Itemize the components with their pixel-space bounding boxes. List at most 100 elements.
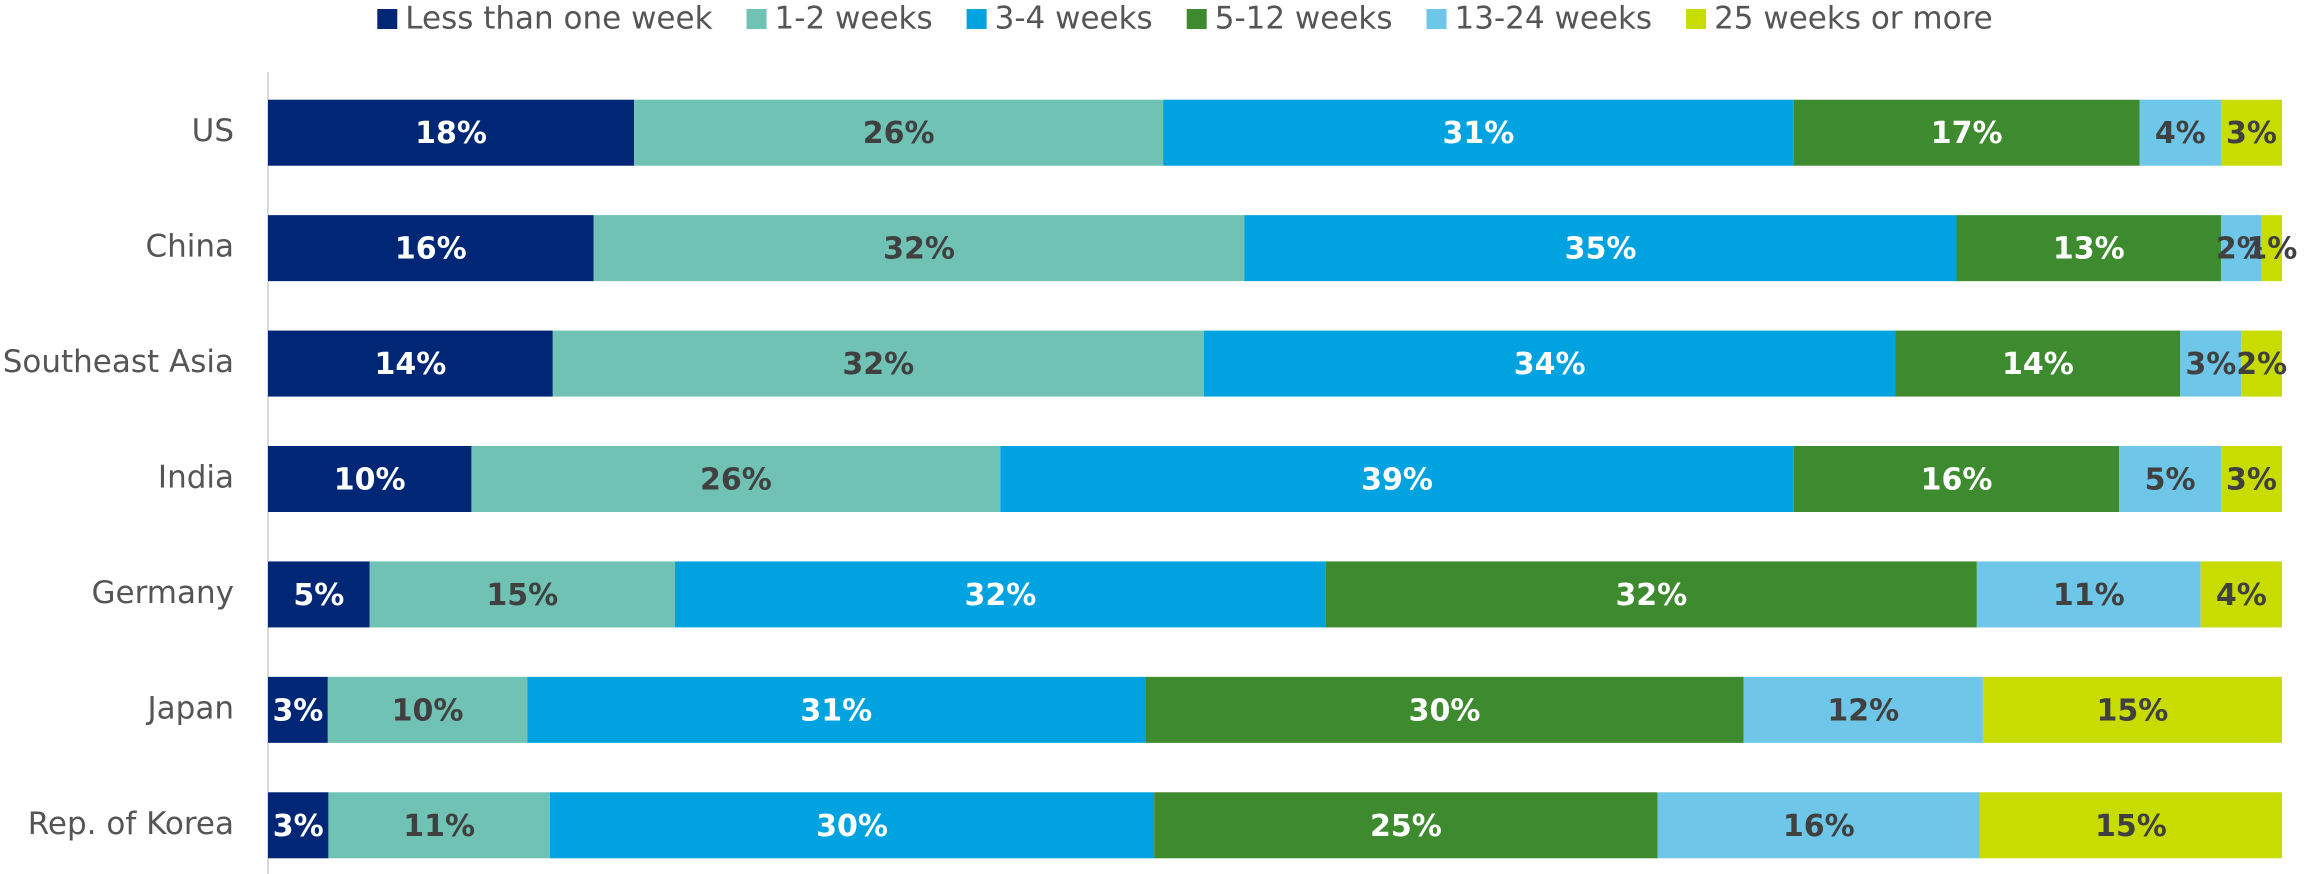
bar-segment (1145, 676, 1744, 743)
value-label: 39% (1361, 463, 1433, 498)
category-label: Southeast Asia (3, 344, 234, 380)
bar-segment (2261, 215, 2282, 282)
bar-segment (471, 446, 1001, 512)
bar-segment (1982, 676, 2282, 743)
value-label: 26% (700, 463, 772, 498)
legend-swatch (966, 9, 987, 29)
value-label: 1% (2246, 232, 2297, 267)
bar-segment (1154, 792, 1658, 859)
value-label: 5% (2145, 463, 2196, 498)
value-label: 25% (1370, 809, 1442, 844)
legend-swatch (1426, 9, 1447, 29)
bar-segment (2200, 561, 2282, 628)
value-label: 18% (415, 116, 487, 151)
value-label: 35% (1565, 232, 1637, 267)
bar-segment (2220, 99, 2282, 166)
bar-segment (1203, 330, 1896, 397)
value-label: 3% (2226, 116, 2277, 151)
value-label: 11% (2053, 578, 2125, 613)
bar-segment (1000, 446, 1794, 512)
bar-segment (268, 330, 553, 397)
value-label: 10% (334, 463, 406, 498)
bar-segment (268, 676, 328, 743)
category-label: Japan (146, 690, 234, 726)
value-label: 31% (800, 693, 872, 728)
value-label: 34% (1514, 347, 1586, 382)
value-label: 10% (392, 693, 464, 728)
value-label: 16% (1921, 463, 1993, 498)
legend-label: 1-2 weeks (775, 1, 933, 37)
bar-segment (1976, 561, 2201, 628)
legend-swatch (377, 9, 398, 29)
bar-segment (268, 561, 370, 628)
legend-label: 5-12 weeks (1215, 1, 1393, 37)
bar-segment (268, 99, 635, 166)
value-label: 26% (863, 116, 935, 151)
legend-swatch (1186, 9, 1207, 29)
value-label: 3% (2226, 463, 2277, 498)
value-label: 3% (2185, 347, 2236, 382)
bar-segment (1244, 215, 1957, 282)
bar-segment (549, 792, 1155, 859)
category-label: Rep. of Korea (28, 806, 234, 842)
value-label: 11% (403, 809, 475, 844)
bar-segment (1793, 446, 2120, 512)
bar-segment (1956, 215, 2221, 282)
bar-segment (268, 215, 594, 282)
bar-segment (1657, 792, 1980, 859)
value-label: 32% (883, 232, 955, 267)
category-label: US (192, 113, 234, 149)
value-label: 31% (1443, 116, 1515, 151)
bar-segment (1979, 792, 2282, 859)
bar-segment (268, 446, 472, 512)
bar-segment (2180, 330, 2242, 397)
bar-segment (634, 99, 1164, 166)
bar-segment (2220, 215, 2262, 282)
bar-segment (1325, 561, 1977, 628)
value-label: 17% (1931, 116, 2003, 151)
bar-segment (328, 792, 550, 859)
bar-segment (527, 676, 1146, 743)
value-label: 16% (395, 232, 467, 267)
value-label: 30% (816, 809, 888, 844)
bar-segment (327, 676, 528, 743)
bar-segment (674, 561, 1326, 628)
bar-segment (2119, 446, 2221, 512)
bar-segment (1793, 99, 2140, 166)
legend-label: Less than one week (405, 1, 712, 37)
legend-label: 25 weeks or more (1714, 1, 1993, 37)
bar-segment (593, 215, 1245, 282)
value-label: 14% (2002, 347, 2074, 382)
bar-segment (2139, 99, 2221, 166)
value-label: 12% (1827, 693, 1899, 728)
bar-segment (268, 792, 329, 859)
legend-label: 3-4 weeks (995, 1, 1153, 37)
value-label: 32% (842, 347, 914, 382)
legend-swatch (1686, 9, 1707, 29)
value-label: 32% (964, 578, 1036, 613)
value-label: 32% (1615, 578, 1687, 613)
bar-segment (1895, 330, 2181, 397)
value-label: 30% (1409, 693, 1481, 728)
legend-swatch (746, 9, 767, 29)
value-label: 15% (486, 578, 558, 613)
value-label: 3% (273, 809, 324, 844)
value-label: 5% (293, 578, 344, 613)
value-label: 3% (272, 693, 323, 728)
legend-label: 13-24 weeks (1455, 1, 1653, 37)
value-label: 13% (2053, 232, 2125, 267)
bar-segment (2241, 330, 2282, 397)
value-label: 15% (2097, 693, 2169, 728)
value-label: 4% (2216, 578, 2267, 613)
bar-segment (2220, 446, 2282, 512)
value-label: 2% (2236, 347, 2287, 382)
bar-segment (369, 561, 675, 628)
value-label: 4% (2155, 116, 2206, 151)
bar-segment (552, 330, 1204, 397)
value-label: 2% (2216, 232, 2267, 267)
category-label: China (145, 229, 234, 265)
value-label: 15% (2095, 809, 2167, 844)
category-label: India (158, 460, 234, 496)
bar-segment (1163, 99, 1794, 166)
